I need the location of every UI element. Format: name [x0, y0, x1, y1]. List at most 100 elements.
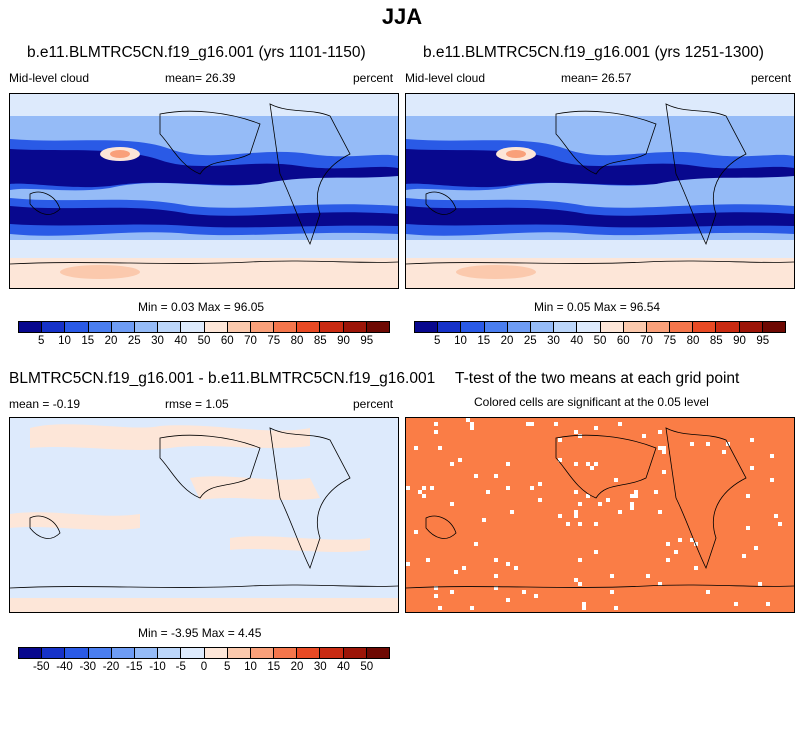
- colorbar-swatch: [438, 322, 462, 332]
- non-significant-cell: [406, 486, 410, 490]
- colorbar-swatch: [623, 322, 647, 332]
- non-significant-cell: [706, 590, 710, 594]
- colorbar-tick-label: 40: [570, 335, 584, 347]
- panel3-difference-field: [10, 418, 398, 612]
- panel1-title: b.e11.BLMTRC5CN.f19_g16.001 (yrs 1101-11…: [27, 44, 366, 61]
- main-title: JJA: [381, 4, 423, 29]
- non-significant-cell: [422, 494, 426, 498]
- colorbar-swatch: [297, 648, 321, 658]
- non-significant-cell: [606, 498, 610, 502]
- panel2-cloud-field: [406, 94, 794, 288]
- non-significant-cell: [450, 502, 454, 506]
- non-significant-cell: [506, 486, 510, 490]
- colorbar-swatch: [739, 322, 763, 332]
- colorbar-tick-label: 90: [733, 335, 746, 347]
- non-significant-cell: [530, 486, 534, 490]
- panel2-variable-label: Mid-level cloud: [405, 71, 486, 85]
- colorbar-swatch: [320, 648, 344, 658]
- non-significant-cell: [610, 574, 614, 578]
- non-significant-cell: [706, 442, 710, 446]
- colorbar-swatch: [19, 648, 43, 658]
- colorbar-tick-label: 40: [174, 335, 188, 347]
- non-significant-cell: [774, 514, 778, 518]
- panel1-colorbar: [18, 321, 390, 333]
- colorbar-swatch: [366, 322, 389, 332]
- colorbar-swatch: [42, 322, 66, 332]
- colorbar-swatch: [88, 322, 112, 332]
- non-significant-cell: [610, 590, 614, 594]
- colorbar-tick-label: -5: [175, 661, 186, 673]
- colorbar-swatch: [227, 322, 251, 332]
- non-significant-cell: [658, 582, 662, 586]
- non-significant-cell: [450, 462, 454, 466]
- non-significant-cell: [414, 446, 418, 450]
- panel3-rmse-label: rmse = 1.05: [165, 397, 229, 411]
- colorbar-tick-label: 70: [640, 335, 653, 347]
- non-significant-cell: [434, 586, 438, 590]
- non-significant-cell: [578, 434, 582, 438]
- colorbar-tick-label: 30: [151, 335, 164, 347]
- colorbar-tick-label: 75: [267, 335, 281, 347]
- non-significant-cell: [574, 510, 578, 514]
- colorbar-swatch: [204, 322, 228, 332]
- panel1-minmax: Min = 0.03 Max = 96.05: [138, 300, 265, 314]
- panel1-mean-label: mean= 26.39: [165, 71, 236, 85]
- colorbar-tick-label: -10: [149, 661, 166, 673]
- colorbar-swatch: [274, 322, 298, 332]
- panel4-subtitle: Colored cells are significant at the 0.0…: [474, 395, 709, 409]
- colorbar-swatch: [111, 322, 135, 332]
- colorbar-tick-label: 85: [313, 335, 327, 347]
- non-significant-cell: [750, 466, 754, 470]
- non-significant-cell: [658, 430, 662, 434]
- non-significant-cell: [722, 450, 726, 454]
- non-significant-cell: [654, 490, 658, 494]
- colorbar-tick-label: 5: [434, 335, 441, 347]
- non-significant-cell: [778, 522, 782, 526]
- colorbar-swatch: [134, 648, 159, 658]
- colorbar-tick-label: 30: [547, 335, 560, 347]
- non-significant-cell: [450, 590, 454, 594]
- colorbar-tick-label: 70: [244, 335, 257, 347]
- non-significant-cell: [494, 574, 498, 578]
- non-significant-cell: [494, 474, 498, 478]
- colorbar-tick-label: 15: [81, 335, 95, 347]
- non-significant-cell: [422, 486, 426, 490]
- non-significant-cell: [506, 598, 510, 602]
- non-significant-cell: [430, 486, 434, 490]
- colorbar-tick-label: -30: [79, 661, 97, 673]
- non-significant-cell: [522, 590, 526, 594]
- panel3-units-label: percent: [353, 397, 394, 411]
- colorbar-tick-label: 80: [290, 335, 304, 347]
- non-significant-cell: [746, 494, 750, 498]
- non-significant-cell: [630, 494, 634, 498]
- panel1-colorbar-labels: 5 10 15 20 25 30 40 50 60 70 75 80 85 90 95: [18, 335, 390, 349]
- panel2-colorbar-labels: 5 10 15 20 25 30 40 50 60 70 75 80 85 90 95: [414, 335, 786, 349]
- non-significant-cell: [458, 458, 462, 462]
- colorbar-tick-label: 5: [224, 661, 231, 673]
- non-significant-cell: [474, 542, 478, 546]
- non-significant-cell: [662, 450, 666, 454]
- colorbar-tick-label: 20: [500, 335, 514, 347]
- non-significant-cell: [470, 422, 474, 426]
- colorbar-swatch: [19, 322, 43, 332]
- panel3-minmax: Min = -3.95 Max = 4.45: [138, 626, 262, 640]
- colorbar-swatch: [530, 322, 555, 332]
- colorbar-tick-label: 95: [360, 335, 374, 347]
- panel2-mean-label: mean= 26.57: [561, 71, 632, 85]
- colorbar-tick-label: 15: [477, 335, 491, 347]
- colorbar-tick-label: 20: [104, 335, 118, 347]
- colorbar-tick-label: 0: [200, 661, 208, 673]
- colorbar-swatch: [158, 322, 182, 332]
- colorbar-swatch: [762, 322, 785, 332]
- non-significant-cell: [418, 490, 422, 494]
- non-significant-cell: [406, 562, 410, 566]
- non-significant-cell: [746, 526, 750, 530]
- colorbar-tick-label: 15: [267, 661, 281, 673]
- colorbar-swatch: [577, 322, 601, 332]
- colorbar-tick-label: 40: [337, 661, 350, 673]
- colorbar-swatch: [65, 648, 89, 658]
- non-significant-cell: [594, 522, 598, 526]
- colorbar-swatch: [554, 322, 578, 332]
- colorbar-swatch: [158, 648, 182, 658]
- non-significant-cell: [634, 494, 638, 498]
